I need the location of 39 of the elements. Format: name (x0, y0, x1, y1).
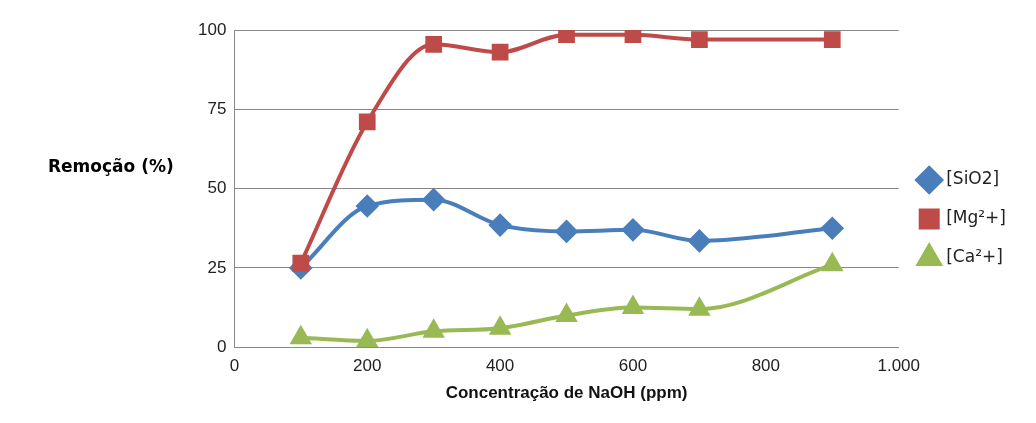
legend-label: [SiO2] (946, 168, 1000, 189)
point (289, 324, 312, 345)
point (688, 229, 711, 252)
x-tick-label: 600 (618, 356, 648, 376)
point (624, 30, 642, 44)
point (356, 327, 379, 348)
point (821, 251, 844, 272)
point (489, 214, 512, 237)
point (556, 304, 577, 322)
x-tick-label: 200 (353, 356, 382, 376)
y-tick-label: 50 (207, 178, 227, 198)
point (425, 35, 443, 53)
x-tick-label: 400 (485, 356, 515, 376)
point (691, 31, 708, 48)
x-tick-label: 1.000 (877, 356, 920, 376)
point (689, 298, 710, 316)
point (422, 188, 445, 211)
y-tick-label: 75 (207, 98, 227, 118)
point (292, 254, 310, 272)
x-tick-label: 800 (751, 356, 781, 376)
x-axis-title: Concentração de NaOH (ppm) (445, 383, 688, 403)
point (823, 31, 841, 48)
point (491, 43, 509, 61)
y-tick-label: 100 (197, 19, 227, 39)
legend-label: [Ca²+] (946, 246, 1003, 267)
legend-label: [Mg²+] (946, 207, 1007, 228)
point (490, 317, 510, 335)
x-tick-label: 0 (229, 356, 240, 376)
point (621, 218, 644, 241)
point (356, 195, 379, 218)
y-axis-title: Remoção (%) (48, 156, 174, 176)
y-tick-label: 25 (207, 257, 227, 277)
point (555, 220, 578, 243)
point (423, 320, 444, 338)
y-tick-label: 0 (216, 336, 227, 356)
point (621, 294, 645, 315)
point (358, 113, 376, 131)
point (558, 30, 575, 44)
point (821, 217, 844, 240)
